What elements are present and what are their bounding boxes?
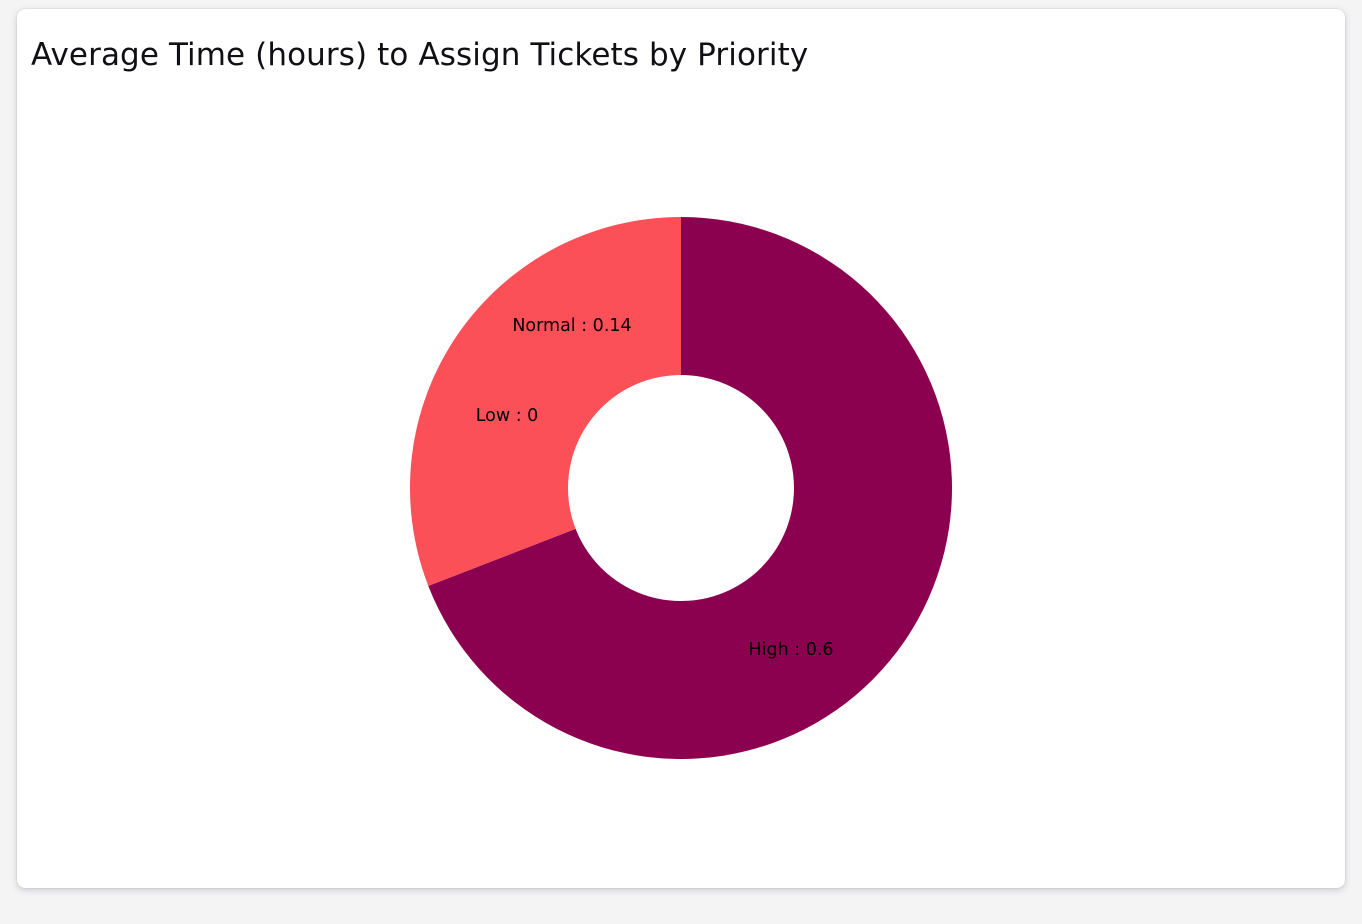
donut-label-high: High : 0.6 — [748, 640, 833, 660]
donut-label-low: Low : 0 — [476, 406, 539, 426]
donut-slice-high[interactable] — [428, 217, 953, 759]
donut-slice-layer — [410, 216, 953, 759]
donut-slice-normal[interactable] — [410, 216, 681, 587]
page-title: Average Time (hours) to Assign Tickets b… — [31, 37, 809, 73]
donut-label-normal: Normal : 0.14 — [512, 316, 631, 336]
donut-label-layer: Normal : 0.14 Low : 0 High : 0.6 — [476, 316, 834, 660]
donut-chart-svg: Normal : 0.14 Low : 0 High : 0.6 — [410, 216, 953, 759]
donut-chart-plot-area: Normal : 0.14 Low : 0 High : 0.6 — [17, 9, 1345, 888]
chart-card: Average Time (hours) to Assign Tickets b… — [17, 9, 1345, 888]
